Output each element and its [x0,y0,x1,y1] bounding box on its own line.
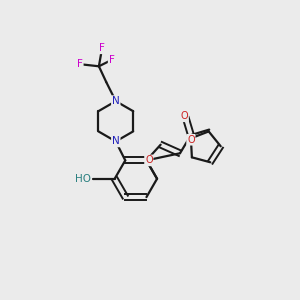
Text: O: O [145,155,153,165]
Text: HO: HO [75,174,91,184]
Text: O: O [181,111,188,121]
Text: N: N [112,136,120,146]
Text: F: F [77,59,83,69]
Text: F: F [109,55,115,65]
Text: F: F [99,43,105,53]
Text: O: O [187,135,195,145]
Text: N: N [112,96,120,106]
